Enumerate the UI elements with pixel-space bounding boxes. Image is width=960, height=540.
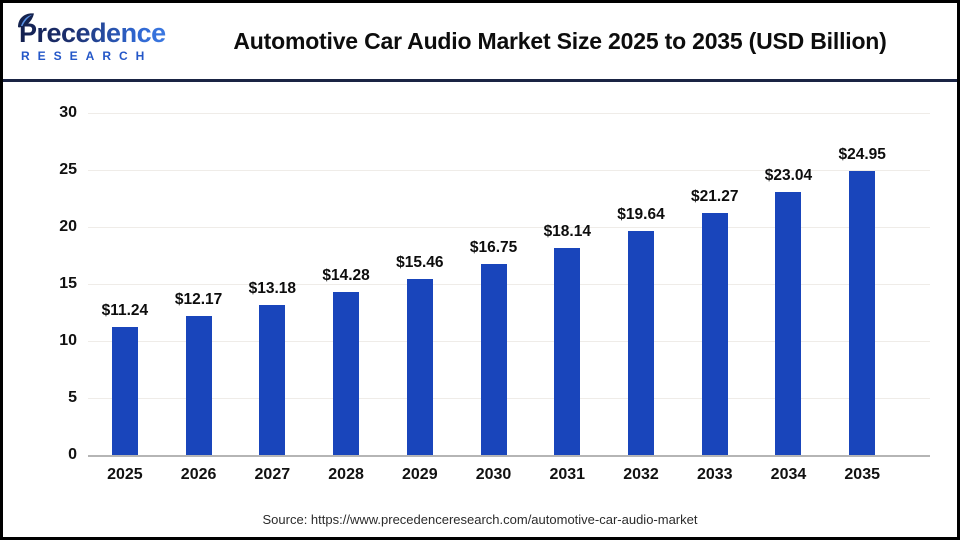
gridline-10	[88, 341, 930, 342]
logo-brand-text: Precedence	[19, 18, 166, 48]
bar-group-2034: $23.04	[752, 113, 826, 455]
y-tick-label-10: 10	[59, 332, 77, 349]
leaf-icon	[18, 13, 34, 28]
x-tick-label-2026: 2026	[180, 466, 217, 483]
y-axis-labels: 0 5 10 15 20 25 30	[3, 104, 77, 463]
bar-group-2031: $18.14	[530, 113, 604, 455]
x-tick-label-2025: 2025	[107, 466, 143, 483]
x-tick-label-2030: 2030	[475, 466, 512, 483]
x-tick-label-2028: 2028	[328, 466, 364, 483]
x-axis-baseline	[88, 455, 930, 457]
y-tick-label-30: 30	[59, 104, 77, 121]
bar-value-label-2031: $18.14	[543, 223, 591, 241]
bar-2035	[849, 170, 876, 455]
header-divider	[3, 79, 957, 82]
x-tick-label-2035: 2035	[844, 466, 880, 483]
bars-row: $11.24 $12.17 $13.18 $14.28 $15.46 $16.75 $18.…	[88, 113, 899, 455]
bar-2028	[333, 292, 360, 455]
x-axis-labels: 2025 2026 2027 2028 2029 2030 2031 2032 2033 2034…	[88, 466, 899, 484]
bar-2025	[111, 326, 138, 455]
x-tick-label-2032: 2032	[623, 466, 659, 483]
y-tick-label-0: 0	[68, 446, 77, 463]
gridline-20	[88, 227, 930, 228]
gridline-15	[88, 284, 930, 285]
y-tick-label-20: 20	[59, 218, 77, 235]
chart-area: 0 5 10 15 20 25 30 $11.24 $12.17 $13.18 $14.28 $15…	[3, 82, 957, 537]
bar-value-label-2035: $24.95	[838, 145, 886, 163]
bar-group-2030: $16.75	[457, 113, 531, 455]
bar-2027	[259, 304, 286, 455]
precedence-research-logo: Precedence RESEARCH	[18, 13, 177, 63]
bar-group-2032: $19.64	[604, 113, 678, 455]
gridline-30	[88, 113, 930, 114]
bar-value-label-2028: $14.28	[322, 267, 370, 285]
bar-value-label-2027: $13.18	[248, 279, 297, 297]
bar-group-2025: $11.24	[88, 113, 162, 455]
x-tick-label-2033: 2033	[696, 466, 733, 483]
header: Precedence RESEARCH Automotive Car Audio…	[3, 3, 957, 79]
source-line: Source: https://www.precedenceresearch.c…	[262, 512, 698, 527]
bar-value-label-2025: $11.24	[101, 301, 149, 319]
bar-value-label-2032: $19.64	[617, 206, 665, 224]
bar-value-label-2026: $12.17	[174, 291, 223, 309]
bar-group-2028: $14.28	[309, 113, 383, 455]
bar-value-label-2029: $15.46	[396, 253, 444, 271]
y-tick-label-25: 25	[59, 161, 77, 178]
bar-2029	[406, 278, 433, 455]
bar-group-2033: $21.27	[678, 113, 752, 455]
chart-title: Automotive Car Audio Market Size 2025 to…	[233, 27, 887, 54]
logo-subtitle-text: RESEARCH	[21, 49, 153, 63]
y-tick-label-15: 15	[59, 275, 77, 292]
x-tick-label-2034: 2034	[770, 466, 807, 483]
bar-value-label-2034: $23.04	[764, 167, 813, 185]
bar-group-2035: $24.95	[825, 113, 899, 455]
x-tick-label-2027: 2027	[254, 466, 291, 483]
gridline-5	[88, 398, 930, 399]
gridline-25	[88, 170, 930, 171]
bar-group-2026: $12.17	[162, 113, 236, 455]
bar-2034	[775, 192, 802, 455]
y-tick-label-5: 5	[68, 389, 77, 406]
bar-value-label-2030: $16.75	[469, 239, 518, 256]
x-tick-label-2029: 2029	[402, 466, 438, 483]
bar-group-2029: $15.46	[383, 113, 457, 455]
bar-value-label-2033: $21.27	[691, 187, 739, 205]
bar-group-2027: $13.18	[235, 113, 309, 455]
plot-grid	[88, 113, 930, 457]
bar-2031	[554, 248, 581, 455]
bar-2030	[480, 264, 507, 455]
x-tick-label-2031: 2031	[549, 466, 586, 483]
bar-2033	[701, 212, 728, 455]
bar-2026	[185, 316, 212, 455]
bar-2032	[628, 231, 654, 455]
